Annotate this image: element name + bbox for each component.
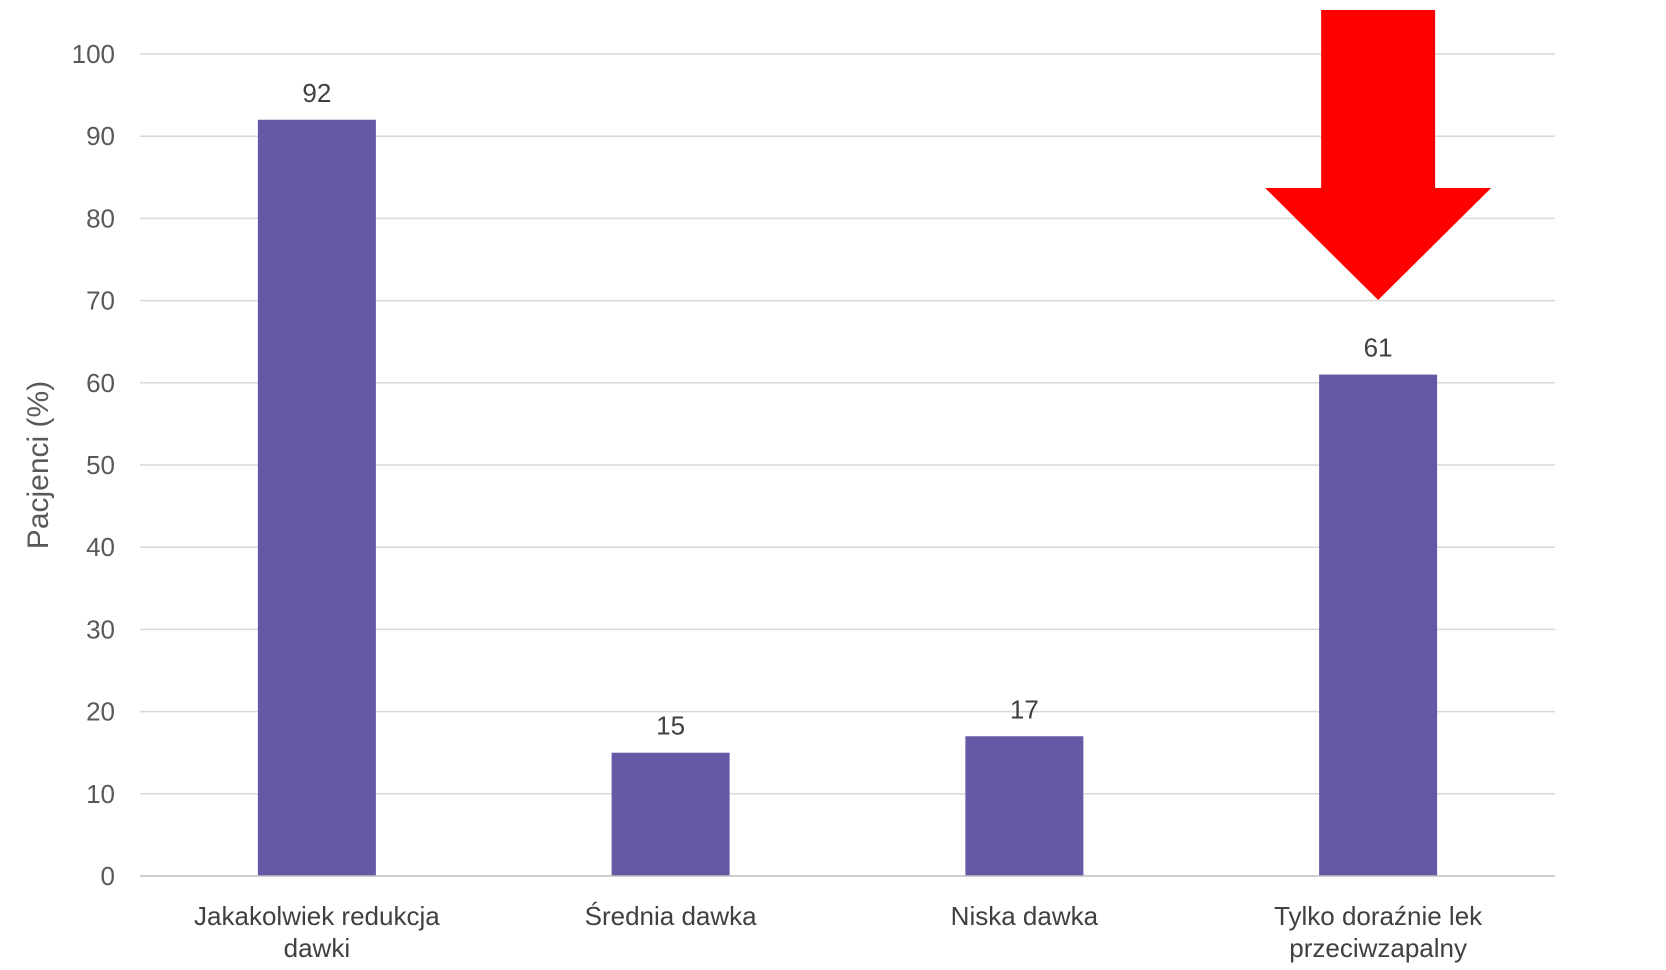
y-tick-label: 30 bbox=[86, 614, 115, 644]
y-tick-label: 20 bbox=[86, 697, 115, 727]
data-label: 61 bbox=[1364, 333, 1393, 363]
data-label: 17 bbox=[1010, 694, 1039, 724]
y-axis-title: Pacjenci (%) bbox=[22, 381, 55, 549]
x-tick-label: Niska dawka bbox=[951, 901, 1099, 931]
bar bbox=[611, 752, 730, 876]
x-tick-label: Tylko doraźnie lek bbox=[1274, 901, 1483, 931]
y-tick-label: 80 bbox=[86, 203, 115, 233]
data-label: 15 bbox=[656, 711, 685, 741]
x-tick-label: dawki bbox=[284, 933, 350, 963]
y-tick-label: 40 bbox=[86, 532, 115, 562]
y-tick-label: 60 bbox=[86, 368, 115, 398]
bar bbox=[257, 119, 376, 876]
y-tick-label: 10 bbox=[86, 779, 115, 809]
y-tick-label: 70 bbox=[86, 286, 115, 316]
bar bbox=[965, 736, 1084, 876]
data-labels: 92 15 17 61 bbox=[302, 78, 1392, 741]
y-tick-label: 50 bbox=[86, 450, 115, 480]
x-tick-label: przeciwzapalny bbox=[1289, 933, 1467, 963]
x-tick-label: Średnia dawka bbox=[585, 901, 758, 931]
x-tick-label: Jakakolwiek redukcja bbox=[194, 901, 440, 931]
y-axis-ticks: 0 10 20 30 40 50 60 70 80 90 100 bbox=[72, 39, 115, 891]
y-tick-label: 90 bbox=[86, 121, 115, 151]
down-arrow-icon bbox=[1265, 10, 1492, 300]
y-tick-label: 0 bbox=[101, 861, 115, 891]
data-label: 92 bbox=[302, 78, 331, 108]
bar bbox=[1319, 374, 1438, 876]
y-tick-label: 100 bbox=[72, 39, 115, 69]
bars bbox=[257, 119, 1438, 876]
